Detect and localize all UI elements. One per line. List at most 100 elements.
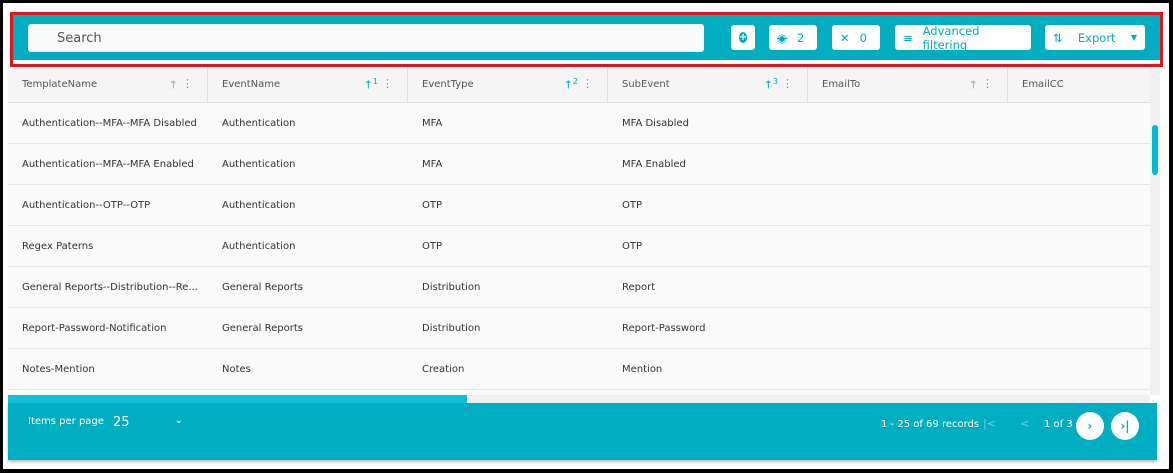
export-button[interactable]: ⇅ Export ▼ <box>1045 25 1145 50</box>
table-cell: MFA Disabled <box>622 117 689 129</box>
advanced-filtering-label: Advanced filtering <box>922 23 980 52</box>
table-cell: General Reports--Distribution--Re... <box>22 281 198 293</box>
table-cell: Creation <box>422 363 465 375</box>
table-row[interactable]: Authentication--MFA--MFA Disabled Authent… <box>8 103 1150 144</box>
table-cell: Report-Password-Notification <box>22 322 167 334</box>
column-label: EmailTo <box>822 79 861 90</box>
column-menu-icon[interactable]: ⋮ <box>382 77 393 90</box>
column-label: EventType <box>422 79 474 90</box>
table-cell: Distribution <box>422 281 481 293</box>
table-cell <box>808 308 1008 348</box>
column-header-eventtype[interactable]: EventType ↑2 ⋮ <box>408 67 608 102</box>
table-cell: General Reports <box>222 322 303 334</box>
column-header-templatename[interactable]: TemplateName ↑ ⋮ <box>8 67 208 102</box>
sort-arrow-icon[interactable]: ↑ <box>168 78 178 92</box>
sort-order: 3 <box>772 77 778 86</box>
eye-off-icon: ◉ <box>777 30 788 45</box>
records-count: 1 - 25 of 69 records <box>881 419 980 430</box>
first-page-button[interactable]: |< <box>983 417 996 430</box>
table-row[interactable]: Authentication--MFA--MFA Enabled Authenti… <box>8 144 1150 185</box>
table-cell: Notes-Mention <box>22 363 95 375</box>
items-per-page-label: Items per page <box>28 416 104 427</box>
table-cell <box>1008 226 1150 266</box>
sort-arrows-icon: ⇅ <box>1053 30 1063 45</box>
table-cell <box>1008 103 1150 143</box>
table-cell <box>1008 185 1150 225</box>
column-menu-icon[interactable]: ⋮ <box>982 77 993 90</box>
column-menu-icon[interactable]: ⋮ <box>582 77 593 90</box>
search-input[interactable] <box>28 24 704 52</box>
table-cell: Authentication--MFA--MFA Disabled <box>22 117 197 129</box>
vertical-scroll-thumb[interactable] <box>1152 125 1158 175</box>
hidden-count: 2 <box>797 30 805 45</box>
sort-arrow-icon[interactable]: ↑ <box>968 78 978 92</box>
items-per-page-value: 25 <box>113 415 130 430</box>
table-cell: Authentication--OTP--OTP <box>22 199 151 211</box>
table-cell: Notes <box>222 363 251 375</box>
prev-page-button[interactable]: < <box>1020 417 1030 430</box>
column-menu-icon[interactable]: ⋮ <box>782 77 793 90</box>
column-label: SubEvent <box>622 79 670 90</box>
last-page-button[interactable]: ›| <box>1111 412 1139 440</box>
table-cell: Authentication--MFA--MFA Enabled <box>22 158 194 170</box>
pinned-count: 0 <box>859 30 867 45</box>
caret-down-icon: ▼ <box>1130 33 1137 42</box>
hidden-columns-button[interactable]: ◉ 2 <box>769 25 817 50</box>
export-label: Export <box>1077 30 1116 45</box>
column-header-emailcc[interactable]: EmailCC <box>1008 67 1150 102</box>
advanced-filtering-button[interactable]: ≡ Advanced filtering <box>895 23 1031 52</box>
table-cell <box>808 103 1008 143</box>
horizontal-scroll-thumb[interactable] <box>8 395 467 403</box>
table-row[interactable]: Regex Paterns Authentication OTP OTP <box>8 226 1150 267</box>
sort-arrow-icon[interactable]: ↑3 <box>763 77 778 92</box>
column-menu-icon[interactable]: ⋮ <box>182 77 193 90</box>
items-per-page-select[interactable]: 25 ⌄ <box>113 415 183 435</box>
page-indicator: 1 of 3 <box>1044 419 1073 430</box>
horizontal-scrollbar[interactable] <box>8 395 1150 403</box>
table-cell: Authentication <box>222 240 296 252</box>
filter-icon: ≡ <box>903 30 913 45</box>
table-cell <box>808 267 1008 307</box>
table-row[interactable]: Report-Password-Notification General Repo… <box>8 308 1150 349</box>
table-cell: MFA Enabled <box>622 158 686 170</box>
table-cell: Distribution <box>422 322 481 334</box>
add-button[interactable]: + <box>731 25 755 50</box>
chevron-down-icon: ⌄ <box>174 415 183 426</box>
pinned-columns-button[interactable]: ✕ 0 <box>832 25 880 50</box>
table-cell <box>1008 349 1150 389</box>
table-cell: Mention <box>622 363 663 375</box>
table-cell: OTP <box>622 240 643 252</box>
table-cell: General Reports <box>222 281 303 293</box>
table-cell: OTP <box>422 199 443 211</box>
sort-order: 1 <box>372 77 378 86</box>
table-cell <box>808 144 1008 184</box>
toolbar: + ◉2 ✕0 ≡Advanced filtering ⇅Export▼ <box>13 15 1160 62</box>
table-cell <box>1008 308 1150 348</box>
table-cell: MFA <box>422 117 443 129</box>
vertical-scrollbar[interactable] <box>1150 67 1160 395</box>
sort-arrow-icon[interactable]: ↑2 <box>563 77 578 92</box>
plus-circle-icon: + <box>738 32 748 43</box>
sort-order: 2 <box>572 77 578 86</box>
table-cell <box>1008 144 1150 184</box>
next-page-button[interactable]: › <box>1076 412 1104 440</box>
table-row[interactable]: General Reports--Distribution--Re... Gene… <box>8 267 1150 308</box>
table-cell: OTP <box>422 240 443 252</box>
column-label: EmailCC <box>1022 79 1064 90</box>
table-cell <box>808 185 1008 225</box>
highlight-box <box>10 12 1163 67</box>
table-cell: MFA <box>422 158 443 170</box>
table-cell: Authentication <box>222 199 296 211</box>
table-row[interactable]: Notes-Mention Notes Creation Mention <box>8 349 1150 390</box>
pin-off-icon: ✕ <box>840 30 850 45</box>
table-cell: Report <box>622 281 656 293</box>
sort-arrow-icon[interactable]: ↑1 <box>363 77 378 92</box>
header-row: TemplateName ↑ ⋮ EventName ↑1 ⋮ EventType ↑2 ⋮ Su… <box>8 67 1150 103</box>
column-header-eventname[interactable]: EventName ↑1 ⋮ <box>208 67 408 102</box>
column-header-emailto[interactable]: EmailTo ↑ ⋮ <box>808 67 1008 102</box>
table-cell <box>1008 267 1150 307</box>
table-cell: Report-Password <box>622 322 706 334</box>
table-cell: Authentication <box>222 158 296 170</box>
table-row[interactable]: Authentication--OTP--OTP Authentication OT… <box>8 185 1150 226</box>
column-header-subevent[interactable]: SubEvent ↑3 ⋮ <box>608 67 808 102</box>
